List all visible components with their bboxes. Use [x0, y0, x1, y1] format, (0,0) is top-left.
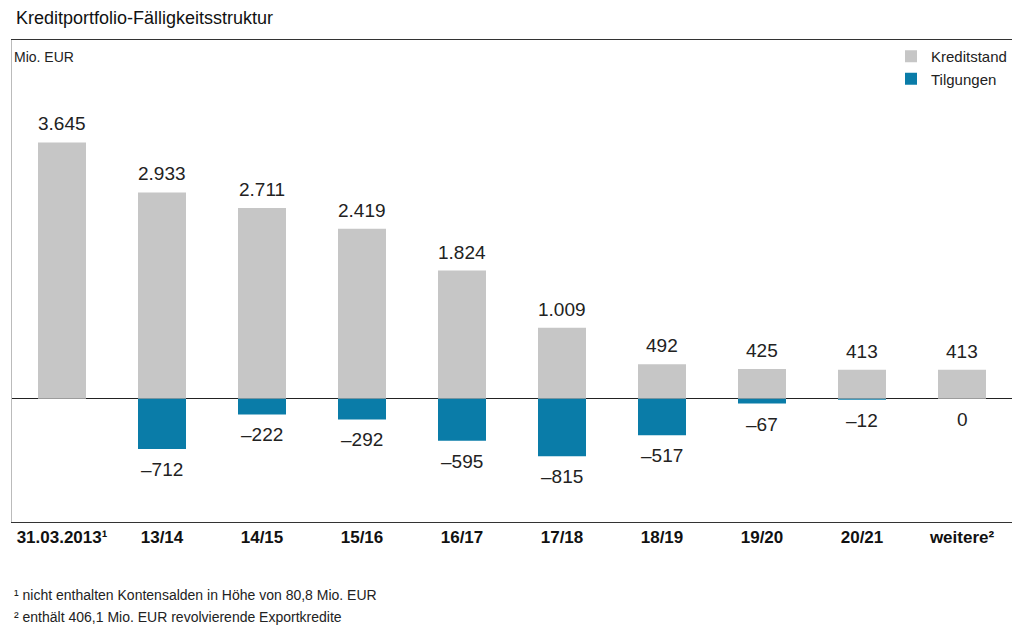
svg-text:492: 492 [646, 335, 678, 356]
svg-text:–67: –67 [746, 414, 778, 435]
svg-text:–815: –815 [541, 466, 583, 487]
svg-text:413: 413 [946, 341, 978, 362]
svg-text:–712: –712 [141, 459, 183, 480]
svg-text:² enthält 406,1 Mio. EUR revol: ² enthält 406,1 Mio. EUR revolvierende E… [14, 609, 342, 625]
svg-text:425: 425 [746, 340, 778, 361]
svg-text:Kreditstand: Kreditstand [931, 48, 1007, 65]
svg-text:Mio. EUR: Mio. EUR [14, 49, 74, 65]
svg-text:3.645: 3.645 [38, 113, 86, 134]
svg-text:–517: –517 [641, 445, 683, 466]
svg-text:Tilgungen: Tilgungen [931, 71, 996, 88]
svg-text:16/17: 16/17 [441, 528, 484, 547]
svg-text:20/21: 20/21 [841, 528, 884, 547]
svg-text:15/16: 15/16 [341, 528, 384, 547]
svg-text:–12: –12 [846, 410, 878, 431]
svg-text:2.419: 2.419 [338, 200, 386, 221]
svg-text:13/14: 13/14 [141, 528, 184, 547]
svg-text:18/19: 18/19 [641, 528, 684, 547]
svg-text:14/15: 14/15 [241, 528, 284, 547]
svg-text:–595: –595 [441, 451, 483, 472]
svg-text:31.03.2013¹: 31.03.2013¹ [17, 528, 108, 547]
svg-text:–222: –222 [241, 424, 283, 445]
svg-text:Kreditportfolio-Fälligkeitsstr: Kreditportfolio-Fälligkeitsstruktur [16, 8, 273, 28]
svg-text:0: 0 [957, 409, 968, 430]
svg-text:19/20: 19/20 [741, 528, 784, 547]
svg-text:17/18: 17/18 [541, 528, 584, 547]
svg-text:–292: –292 [341, 429, 383, 450]
svg-text:1.009: 1.009 [538, 299, 586, 320]
svg-text:weitere²: weitere² [929, 528, 995, 547]
svg-text:1.824: 1.824 [438, 242, 486, 263]
svg-text:2.711: 2.711 [239, 179, 285, 200]
svg-text:¹ nicht enthalten Kontensalden: ¹ nicht enthalten Kontensalden in Höhe v… [14, 587, 377, 603]
svg-text:2.933: 2.933 [138, 163, 186, 184]
svg-text:413: 413 [846, 341, 878, 362]
